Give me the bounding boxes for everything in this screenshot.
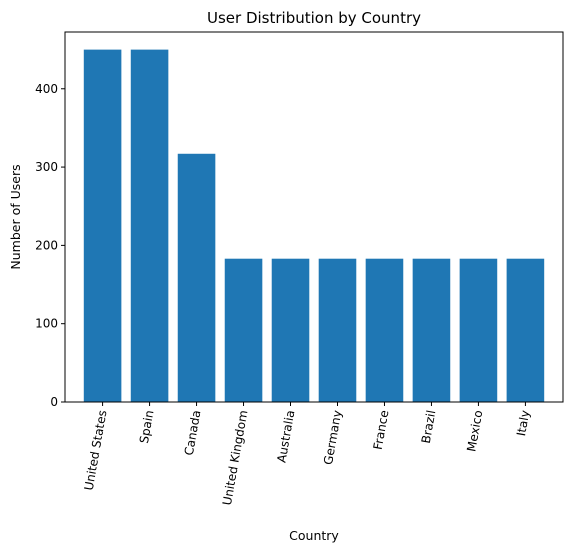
bar-mexico <box>459 258 498 402</box>
y-tick-label: 0 <box>50 395 58 409</box>
x-tick-label: Canada <box>182 409 204 456</box>
x-tick-label: Germany <box>321 409 344 466</box>
x-tick-label: United States <box>82 409 110 491</box>
x-tick-label: France <box>371 409 392 451</box>
x-axis: United States Spain Canada United Kingdom Au… <box>82 402 532 506</box>
y-tick-label: 100 <box>35 317 58 331</box>
bar-brazil <box>412 258 451 402</box>
bar-germany <box>318 258 357 402</box>
plot-frame <box>64 31 564 403</box>
y-tick-label: 400 <box>35 82 58 96</box>
bars <box>83 49 545 403</box>
y-tick-label: 300 <box>35 160 58 174</box>
bar-united-kingdom <box>224 258 263 402</box>
bar-spain <box>130 49 169 403</box>
bar-australia <box>271 258 310 402</box>
bar-italy <box>506 258 545 402</box>
x-tick-label: Brazil <box>419 409 439 444</box>
x-axis-label: Country <box>289 528 339 543</box>
x-tick-label: Italy <box>514 409 532 437</box>
x-tick-label: Australia <box>274 409 297 464</box>
y-axis-label: Number of Users <box>8 164 23 269</box>
x-tick-label: United Kingdom <box>220 409 251 506</box>
x-tick-label: Spain <box>137 409 157 444</box>
y-tick-label: 200 <box>35 238 58 252</box>
bar-canada <box>177 153 216 402</box>
bar-united-states <box>83 49 122 403</box>
y-axis: 0 100 200 300 400 <box>35 82 65 409</box>
x-tick-label: Mexico <box>464 409 485 453</box>
chart-title: User Distribution by Country <box>207 9 421 27</box>
bar-france <box>365 258 404 402</box>
